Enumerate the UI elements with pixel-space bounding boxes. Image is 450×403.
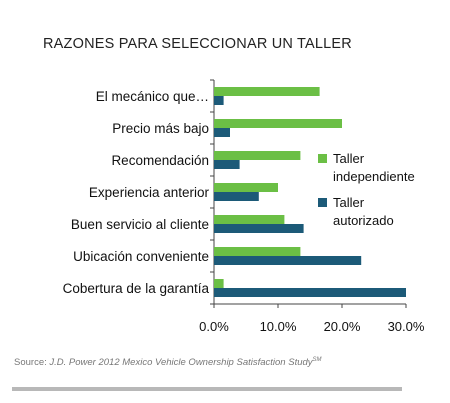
legend-swatch — [318, 198, 327, 207]
category-label: Buen servicio al cliente — [71, 217, 209, 232]
x-tick-label: 10.0% — [260, 319, 297, 334]
x-tick-label: 30.0% — [388, 319, 425, 334]
legend-label: independiente — [333, 169, 415, 184]
x-tick-label: 0.0% — [199, 319, 229, 334]
category-label: Recomendación — [111, 153, 209, 168]
legend-label: Taller — [333, 195, 365, 210]
source-mark: SM — [312, 357, 322, 363]
bar-chart: El mecánico que… Precio más bajo Recomenda… — [63, 79, 425, 334]
source-note: Source: J.D. Power 2012 Mexico Vehicle O… — [14, 357, 322, 368]
legend-swatch — [318, 154, 327, 163]
chart-title: RAZONES PARA SELECCIONAR UN TALLER — [43, 36, 352, 52]
bar-autorizado — [214, 192, 259, 201]
legend-label: autorizado — [333, 213, 394, 228]
bar-autorizado — [214, 160, 240, 169]
bar-independiente — [214, 247, 301, 256]
bar-autorizado — [214, 224, 304, 233]
bottom-rule — [12, 387, 402, 391]
x-tick-label: 20.0% — [324, 319, 361, 334]
category-label: Experiencia anterior — [89, 185, 210, 200]
source-prefix: Source: — [14, 357, 50, 369]
legend-label: Taller — [333, 151, 365, 166]
category-label: Ubicación conveniente — [73, 249, 209, 264]
bar-autorizado — [214, 96, 224, 105]
bar-autorizado — [214, 288, 406, 297]
bar-autorizado — [214, 128, 230, 137]
bar-independiente — [214, 183, 278, 192]
bar-independiente — [214, 279, 224, 288]
category-label: El mecánico que… — [96, 89, 209, 104]
category-label: Precio más bajo — [112, 121, 209, 136]
bar-independiente — [214, 87, 320, 96]
bar-independiente — [214, 215, 285, 224]
source-study: J.D. Power 2012 Mexico Vehicle Ownership… — [49, 357, 313, 369]
category-label: Cobertura de la garantía — [63, 281, 210, 296]
bar-independiente — [214, 151, 301, 160]
bar-independiente — [214, 119, 342, 128]
bar-autorizado — [214, 256, 362, 265]
